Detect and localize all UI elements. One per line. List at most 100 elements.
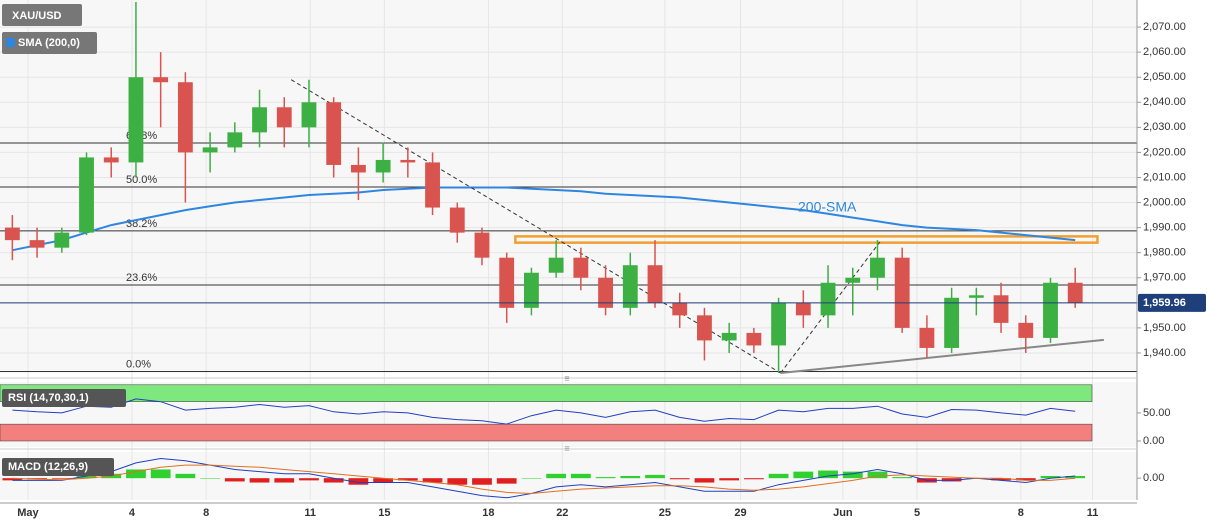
macd-histogram-bar	[496, 478, 517, 484]
macd-histogram-bar	[793, 471, 814, 479]
candle-body	[672, 302, 688, 316]
last-price-label: 1,959.96	[1143, 297, 1186, 309]
candle-body	[103, 157, 119, 163]
x-tick-label: 4	[129, 507, 136, 519]
candle-body	[326, 102, 342, 165]
macd-histogram-bar	[397, 478, 418, 481]
trendline	[780, 338, 1104, 374]
x-tick-label: 15	[378, 507, 390, 519]
candle-body	[252, 107, 267, 133]
symbol: XAU/USD	[12, 10, 62, 22]
macd-histogram-bar	[1015, 478, 1036, 481]
resistance-zone	[514, 235, 1099, 244]
candle-body	[746, 332, 762, 346]
x-tick-label: 11	[1087, 507, 1099, 519]
macd-histogram-bar	[175, 473, 196, 479]
macd-legend: MACD (12,26,9)	[8, 461, 88, 473]
candle-body	[647, 265, 663, 303]
candle-body	[548, 257, 564, 273]
candle-body	[425, 162, 440, 208]
macd-line	[12, 457, 1076, 499]
macd-histogram-bar	[299, 478, 319, 481]
x-tick-label: 5	[914, 507, 920, 519]
macd-histogram-bar	[546, 473, 567, 479]
y-tick-label: 1,950.00	[1143, 322, 1186, 334]
macd-histogram-bar	[472, 478, 492, 485]
macd-histogram-bar	[422, 478, 443, 483]
candle-body	[276, 107, 292, 128]
macd-badge[interactable]	[2, 458, 114, 476]
resize-handle[interactable]: ≡	[564, 373, 569, 383]
macd-histogram-bar	[818, 470, 838, 479]
macd-histogram-bar	[126, 469, 146, 479]
macd-histogram-bar	[570, 473, 591, 479]
x-tick-label: 18	[482, 507, 494, 519]
candle-body	[820, 282, 836, 316]
candle-body	[474, 232, 490, 258]
macd-histogram-bar	[694, 478, 715, 483]
macd-histogram-bar	[200, 478, 220, 479]
candle-body	[894, 257, 910, 328]
candle-body	[771, 302, 787, 346]
sma-legend: SMA (200,0)	[18, 37, 80, 49]
x-tick-label: Jun	[833, 507, 853, 519]
symbol-badge[interactable]	[2, 4, 82, 26]
macd-histogram-bar	[348, 478, 369, 485]
macd-histogram-bar	[27, 478, 47, 480]
candle-body	[375, 159, 391, 173]
sma-swatch	[6, 38, 15, 47]
candle-body	[697, 315, 712, 341]
candle-body	[350, 164, 366, 173]
candle-body	[845, 277, 861, 283]
candle-body	[4, 227, 20, 241]
candle-body	[993, 295, 1009, 323]
candle-body	[400, 159, 416, 163]
candle-body	[1043, 282, 1058, 338]
sma-badge[interactable]	[2, 32, 97, 54]
macd-histogram-bar	[1065, 476, 1086, 479]
x-tick-label: 11	[304, 507, 316, 519]
candle-body	[79, 157, 94, 233]
resize-handle[interactable]: ≡	[564, 443, 569, 453]
rsi-badge[interactable]	[2, 389, 126, 407]
candle-body	[1018, 322, 1034, 338]
x-tick-label: 29	[734, 507, 746, 519]
macd-histogram-bar	[150, 469, 171, 479]
last-price-box	[1138, 293, 1206, 312]
y-tick-label: 2,000.00	[1143, 196, 1186, 208]
macd-histogram-bar	[249, 478, 270, 483]
candle-body	[202, 147, 218, 153]
macd-histogram-bar	[991, 478, 1011, 481]
candle-body	[598, 277, 613, 308]
macd-histogram-bar	[867, 471, 888, 479]
y-tick-label: 2,050.00	[1143, 71, 1186, 83]
macd-histogram-bar	[743, 478, 764, 480]
candle-body	[499, 257, 515, 308]
macd-histogram-bar	[521, 478, 542, 479]
candle-body	[449, 207, 465, 233]
rsi-line	[12, 398, 1076, 425]
candle-body	[301, 102, 317, 128]
y-tick-label: 2,040.00	[1143, 96, 1186, 108]
fib-label: 23.6%	[126, 272, 157, 284]
macd-histogram-bar	[620, 476, 641, 479]
rsi-legend: RSI (14,70,30,1)	[8, 392, 89, 404]
candle-body	[177, 82, 193, 153]
candle-body	[721, 332, 737, 341]
macd-histogram-bar	[768, 473, 789, 479]
x-tick-label: 8	[203, 507, 209, 519]
y-tick-label: 1,970.00	[1143, 272, 1186, 284]
candle-body	[968, 295, 984, 298]
candle-body	[128, 77, 144, 163]
y-tick-label: 2,060.00	[1143, 46, 1186, 58]
macd-histogram-bar	[76, 476, 97, 479]
candle-body	[870, 257, 885, 278]
candle-body	[795, 302, 811, 316]
macd-histogram-bar	[842, 471, 863, 479]
macd-histogram-bar	[941, 478, 962, 482]
y-tick-label: 2,070.00	[1143, 21, 1186, 33]
candle-body	[54, 232, 70, 248]
y-tick-label: 50.00	[1143, 407, 1171, 419]
x-tick-label: 22	[556, 507, 568, 519]
